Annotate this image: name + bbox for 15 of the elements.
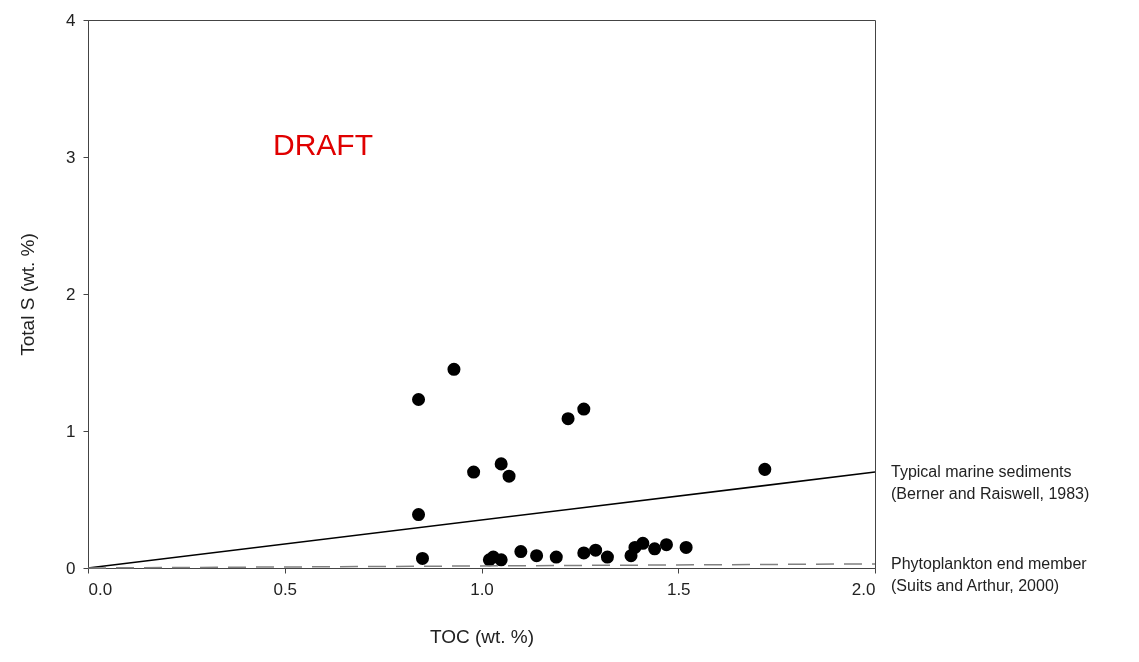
x-tick-label: 2.0 [851,579,876,599]
x-axis-title: TOC (wt. %) [429,625,535,647]
x-tick-label: 0.0 [88,579,113,599]
y-tick-label: 0 [66,558,76,578]
annotation: Phytoplankton end member (Suits and Arthur, 2000) [891,554,1088,594]
x-tick-label: 0.5 [273,579,298,599]
y-tick-label: 1 [66,421,76,441]
x-tick-label: 1.0 [470,579,494,599]
y-tick-label: 4 [66,10,76,30]
annotation: Typical marine sediments (Berner and Raiswell, 1983) [891,463,1090,503]
y-tick-label: 3 [66,147,76,167]
y-axis-title: Total S (wt. %) [17,233,39,356]
x-tick-label: 1.5 [666,579,691,599]
y-tick-label: 2 [66,284,76,304]
annotation: DRAFT [273,128,373,161]
